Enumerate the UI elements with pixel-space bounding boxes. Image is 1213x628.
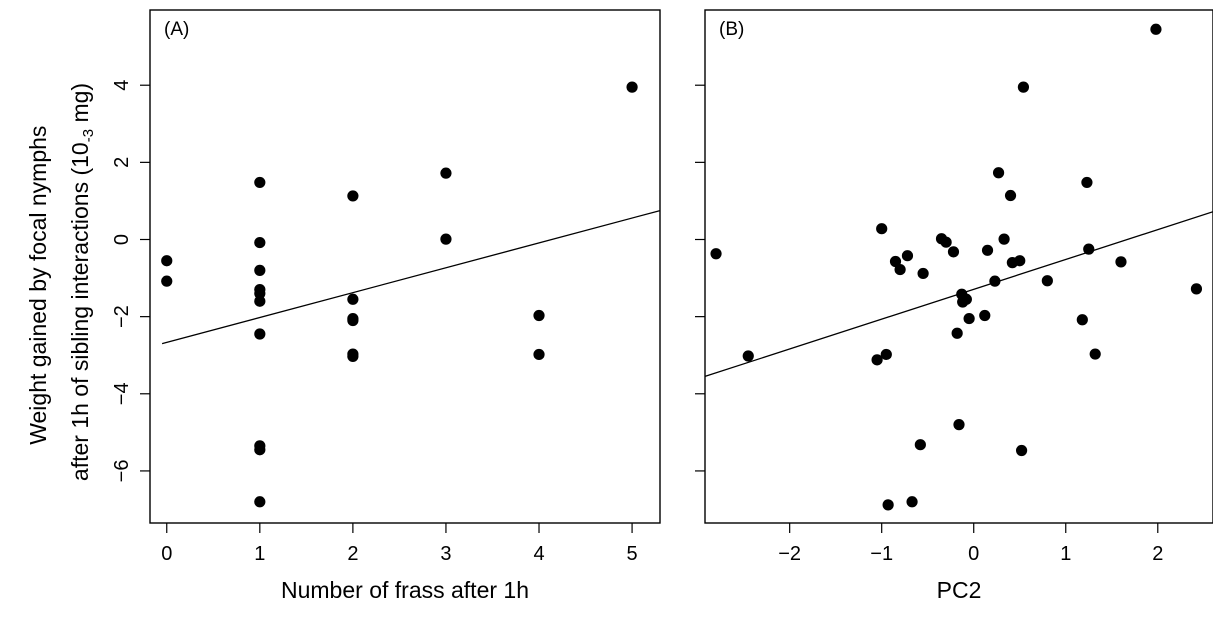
panel-b-data-point xyxy=(960,293,972,305)
panel-a-regression-line xyxy=(161,209,661,345)
panel-b-data-point xyxy=(979,309,991,322)
panel-a-data-point xyxy=(440,167,452,179)
panel-b-data-point xyxy=(989,275,1001,287)
panel-b-data-point xyxy=(1017,81,1030,93)
panel-b-data-point xyxy=(882,499,894,511)
panel-b-data-point xyxy=(710,248,722,260)
panel-a-x-tick-label: 5 xyxy=(627,543,638,565)
panel-b-x-tick-label: 0 xyxy=(968,543,979,565)
panel-a-y-tick-label: −4 xyxy=(111,382,133,405)
panel-a-data-point xyxy=(254,328,266,340)
panel-a-data-point xyxy=(254,295,266,307)
panel-a-data-point xyxy=(533,348,545,361)
panel-b-data-point xyxy=(914,439,926,451)
y-axis-title-unit-exponent: -3 xyxy=(80,129,97,142)
panel-b-data-point xyxy=(951,327,963,339)
y-axis-title-line2-suffix: mg) xyxy=(67,83,93,129)
panel-b-data-point xyxy=(876,223,888,235)
panel-b-data-point xyxy=(947,246,960,258)
panel-a-data-point xyxy=(347,350,359,362)
panel-a-data-point xyxy=(254,236,266,249)
panel-a-data-point xyxy=(347,314,359,327)
panel-a-data-point xyxy=(440,233,452,245)
panel-b-data-point xyxy=(906,496,918,508)
panel-a-y-tick-label: −6 xyxy=(111,460,133,483)
panel-b-data-point xyxy=(1150,23,1162,35)
panel-a-data-point xyxy=(161,275,173,287)
y-axis-title-line2-prefix: after 1h of sibling interactions (10 xyxy=(67,142,93,481)
panel-b-data-point xyxy=(871,354,883,366)
panel-b-data-point xyxy=(1076,314,1088,326)
panel-b-x-axis-title: PC2 xyxy=(937,577,982,603)
panel-b-label: (B) xyxy=(719,19,744,40)
panel-b-data-point xyxy=(1115,256,1127,268)
panel-a-data-point xyxy=(533,309,545,322)
panel-a-label: (A) xyxy=(164,19,189,40)
panel-b-x-tick-label: −1 xyxy=(870,543,893,565)
panel-b-data-point xyxy=(1041,275,1053,287)
panel-b-data-point xyxy=(880,348,892,361)
panel-a-data-point xyxy=(626,81,638,93)
panel-a-data-point xyxy=(254,287,266,300)
panel-b-data-point xyxy=(1014,255,1026,267)
panel-b-x-tick-label: 2 xyxy=(1152,543,1163,565)
panel-b-data-point xyxy=(998,233,1010,245)
panel-b-data-point xyxy=(981,244,994,256)
panel-a-data-point xyxy=(254,496,266,508)
panel-b: (B) −2 −1 0 1 2 PC2 xyxy=(695,9,1213,603)
panel-b-data-point xyxy=(917,267,929,280)
panel-a-x-axis-title: Number of frass after 1h xyxy=(281,577,529,603)
panel-a-data-point xyxy=(254,444,266,456)
panel-a-x-tick-label: 1 xyxy=(254,543,265,565)
panel-b-data-point xyxy=(953,419,965,431)
panel-b-data-point xyxy=(894,263,906,276)
panel-a-y-tick-label: 4 xyxy=(111,80,133,91)
panel-a-y-tick-label: 0 xyxy=(111,234,133,245)
panel-b-data-point xyxy=(1081,176,1093,189)
panel-b-data-point xyxy=(1004,189,1017,202)
y-axis-title-line1: Weight gained by focal nymphs xyxy=(25,126,51,445)
panel-b-x-tick-label: −2 xyxy=(778,543,801,565)
panel-b-x-tick-label: 1 xyxy=(1060,543,1071,565)
panel-a-data-point xyxy=(347,293,359,305)
y-axis-title-line2: after 1h of sibling interactions (10-3 m… xyxy=(67,83,97,481)
panel-a-y-tick-label: 2 xyxy=(111,157,133,168)
panel-a-data-point xyxy=(254,176,266,189)
panel-a-x-tick-label: 0 xyxy=(161,543,172,565)
panel-b-data-point xyxy=(1083,243,1095,255)
panel-a-data-point xyxy=(254,264,266,276)
panel-a-frame xyxy=(149,9,661,524)
panel-b-data-point xyxy=(940,236,952,248)
panel-a-x-tick-label: 2 xyxy=(347,543,358,565)
panel-b-data-point xyxy=(963,312,975,325)
panel-b-data-point xyxy=(901,250,914,262)
panel-b-data-point xyxy=(742,350,754,362)
panel-a-x-tick-label: 4 xyxy=(533,543,544,565)
panel-a-x-tick-label: 3 xyxy=(440,543,451,565)
panel-a-data-point xyxy=(161,255,173,267)
panel-b-data-point xyxy=(1089,348,1101,360)
panel-b-frame xyxy=(704,9,1213,524)
y-axis-title: Weight gained by focal nymphs after 1h o… xyxy=(25,83,97,481)
panel-b-data-point xyxy=(1015,444,1028,457)
panel-b-data-point xyxy=(1190,283,1203,295)
panel-a-y-tick-label: −2 xyxy=(111,305,133,328)
panel-a-data-point xyxy=(347,190,359,202)
panel-b-data-point xyxy=(992,167,1005,179)
